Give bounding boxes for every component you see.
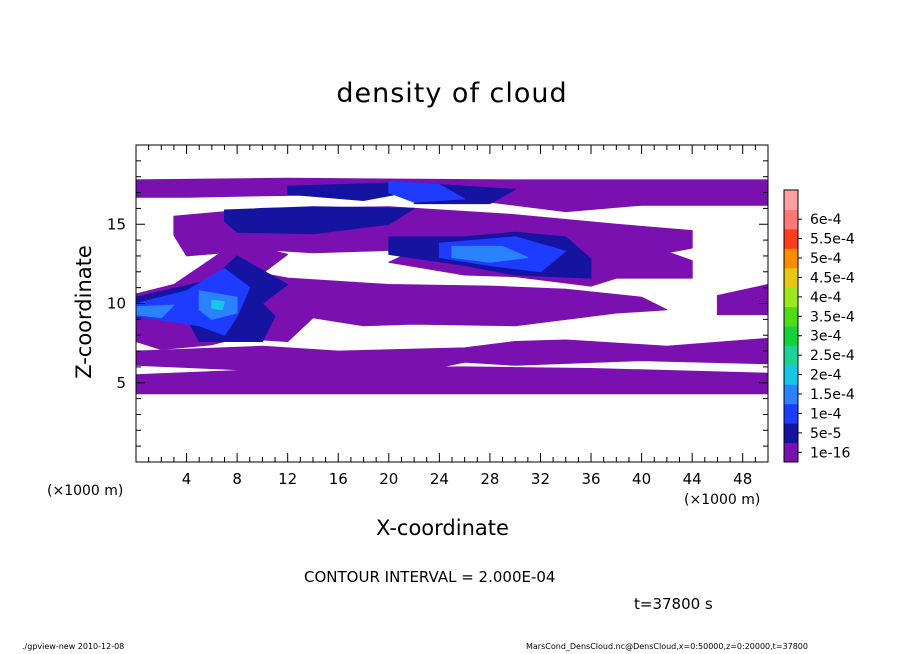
colorbar-swatch <box>784 345 798 366</box>
footer-program-info: ./gpview-new 2010-12-08 <box>22 642 125 651</box>
contour-interval-text: CONTOUR INTERVAL = 2.000E-04 <box>304 568 556 586</box>
colorbar-label: 2.5e-4 <box>810 348 855 364</box>
colorbar-label: 3.5e-4 <box>810 309 855 325</box>
colorbar-swatch <box>784 190 798 210</box>
colorbar-frame <box>783 189 799 463</box>
contour-region-18 <box>211 299 225 311</box>
colorbar-label: 1.5e-4 <box>810 387 855 403</box>
colorbar-swatch <box>784 384 798 405</box>
x-axis-unit: (×1000 m) <box>684 492 761 508</box>
colorbar-swatch <box>784 403 798 424</box>
contour-region-9 <box>224 206 415 235</box>
colorbar-swatch <box>784 326 798 346</box>
colorbar-swatch <box>784 209 798 230</box>
y-tick-label: 5 <box>116 374 126 392</box>
colorbar-label: 1e-4 <box>810 406 842 422</box>
colorbar-swatch <box>784 442 798 463</box>
colorbar-label: 1e-16 <box>810 445 850 461</box>
colorbar-label: 3e-4 <box>810 329 842 345</box>
contour-fill-layer <box>135 177 769 395</box>
contour-region-15 <box>451 245 529 263</box>
contour-region-7 <box>287 182 415 201</box>
y-axis-label: Z-coordinate <box>72 245 96 379</box>
contour-region-12 <box>388 181 466 203</box>
y-tick-label: 15 <box>107 215 126 233</box>
x-tick-label: 28 <box>480 470 499 488</box>
colorbar-label: 4.5e-4 <box>810 270 855 286</box>
x-tick-label: 4 <box>182 470 192 488</box>
x-tick-label: 36 <box>581 470 600 488</box>
x-tick-label: 32 <box>531 470 550 488</box>
colorbar-swatch <box>784 306 798 327</box>
x-axis-label: X-coordinate <box>376 516 509 540</box>
footer-file-info: MarsCond_DensCloud.nc@DensCloud,x=0:5000… <box>526 642 808 651</box>
colorbar-swatch <box>784 248 798 269</box>
contour-region-5 <box>135 366 769 395</box>
colorbar-label: 6e-4 <box>810 212 842 228</box>
colorbar-label: 4e-4 <box>810 290 842 306</box>
contour-region-6 <box>716 284 769 316</box>
colorbar-label: 5.5e-4 <box>810 232 855 248</box>
x-tick-label: 8 <box>232 470 242 488</box>
colorbar-swatch <box>784 423 798 444</box>
x-tick-label: 12 <box>278 470 297 488</box>
x-tick-label: 24 <box>430 470 449 488</box>
y-tick-label: 10 <box>107 295 126 313</box>
time-label: t=37800 s <box>634 595 713 613</box>
y-axis-unit: (×1000 m) <box>47 483 124 499</box>
colorbar-swatch <box>784 267 798 288</box>
contour-region-14 <box>135 268 251 336</box>
colorbar-swatch <box>784 364 798 385</box>
chart-title: density of cloud <box>336 78 568 109</box>
colorbar-label: 5e-5 <box>810 426 841 442</box>
colorbar-swatch <box>784 228 798 249</box>
colorbar-label: 5e-4 <box>810 251 842 267</box>
x-tick-label: 20 <box>379 470 398 488</box>
x-tick-label: 44 <box>683 470 702 488</box>
colorbar-label: 2e-4 <box>810 368 842 384</box>
x-tick-label: 48 <box>733 470 752 488</box>
x-tick-label: 16 <box>329 470 348 488</box>
x-tick-label: 40 <box>632 470 651 488</box>
colorbar-swatch <box>784 287 798 308</box>
colorbar: 1e-16 5e-5 1e-4 1.5e-4 2e-4 2.5e-4 3e-4 3.5e-4 4… <box>783 189 855 463</box>
